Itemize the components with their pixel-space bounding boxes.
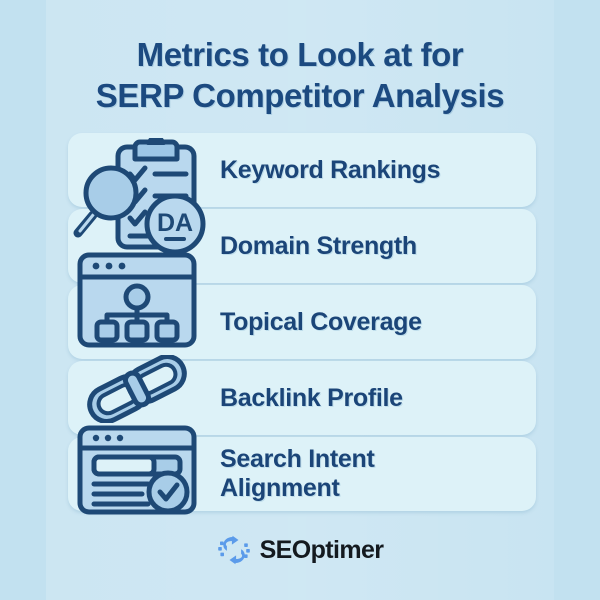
chain-link-icon bbox=[76, 355, 198, 423]
da-badge-text: DA bbox=[157, 209, 193, 237]
browser-search-check-icon bbox=[76, 424, 198, 516]
metric-label: Search Intent Alignment bbox=[220, 445, 375, 502]
browser-sitemap-icon bbox=[76, 251, 198, 349]
metric-label: Domain Strength bbox=[220, 231, 417, 260]
page-title: Metrics to Look at for SERP Competitor A… bbox=[0, 34, 600, 116]
page-title-line-2: SERP Competitor Analysis bbox=[95, 77, 505, 114]
clipboard-checklist-magnifier-da-icon: DA bbox=[72, 138, 212, 260]
page-title-line-1: Metrics to Look at for bbox=[136, 36, 464, 73]
metric-label: Keyword Rankings bbox=[220, 155, 441, 184]
metric-label: Backlink Profile bbox=[220, 383, 403, 412]
seoptimer-gear-icon bbox=[217, 535, 250, 565]
metric-label: Topical Coverage bbox=[220, 307, 422, 336]
footer-logo[interactable]: SEOptimer bbox=[0, 534, 600, 566]
brand-name: SEOptimer bbox=[259, 535, 384, 564]
